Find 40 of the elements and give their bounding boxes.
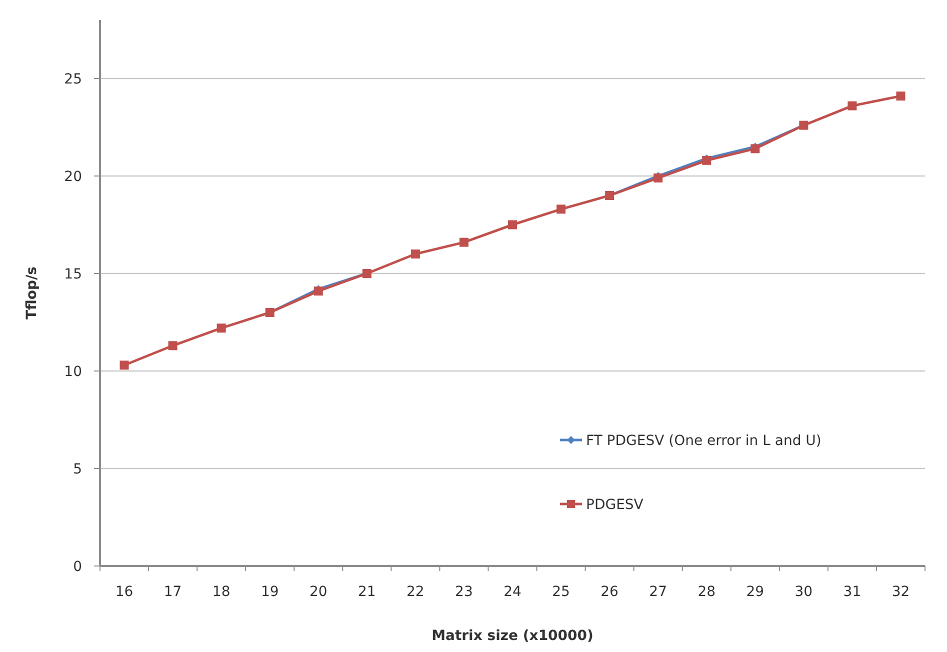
point [654, 173, 663, 182]
x-tick-label: 23 [455, 584, 473, 600]
x-tick-label: 17 [164, 584, 182, 600]
point [896, 92, 906, 101]
x-axis-title: Matrix size (x10000) [432, 628, 594, 644]
point [556, 204, 566, 214]
x-tick-label: 29 [746, 584, 764, 600]
x-tick-label: 26 [600, 584, 619, 600]
y-tick-label: 15 [64, 266, 82, 282]
point [410, 250, 420, 258]
y-tick-label: 5 [73, 461, 82, 478]
x-tick-label: 19 [260, 584, 279, 600]
point [168, 341, 178, 350]
x-tick-label: 24 [504, 584, 522, 600]
x-tick-label: 21 [358, 584, 376, 600]
point [314, 286, 323, 296]
point [120, 360, 129, 370]
point [702, 156, 712, 165]
point [508, 220, 517, 230]
legend-label: PDGESV [586, 496, 644, 513]
point [848, 101, 857, 110]
point [750, 144, 760, 154]
x-tick-label: 25 [552, 584, 570, 600]
x-tick-label: 20 [309, 584, 328, 600]
y-tick-label: 0 [73, 558, 82, 575]
y-tick-label: 10 [64, 364, 82, 380]
point [459, 238, 468, 247]
x-tick-label: 32 [892, 584, 910, 600]
x-tick-label: 30 [794, 584, 813, 600]
x-tick-label: 18 [212, 584, 230, 600]
y-axis-title: Tflop/s [24, 266, 40, 320]
x-tick-label: 31 [843, 584, 862, 600]
x-tick-label: 27 [649, 584, 667, 600]
point [216, 324, 226, 333]
y-tick-label: 25 [64, 71, 82, 88]
legend-label: FT PDGESV (One error in L and U) [586, 432, 822, 449]
x-tick-label: 22 [406, 584, 424, 600]
y-tick-label: 20 [64, 168, 82, 185]
x-tick-label: 28 [698, 584, 716, 600]
x-tick-label: 16 [115, 584, 134, 600]
